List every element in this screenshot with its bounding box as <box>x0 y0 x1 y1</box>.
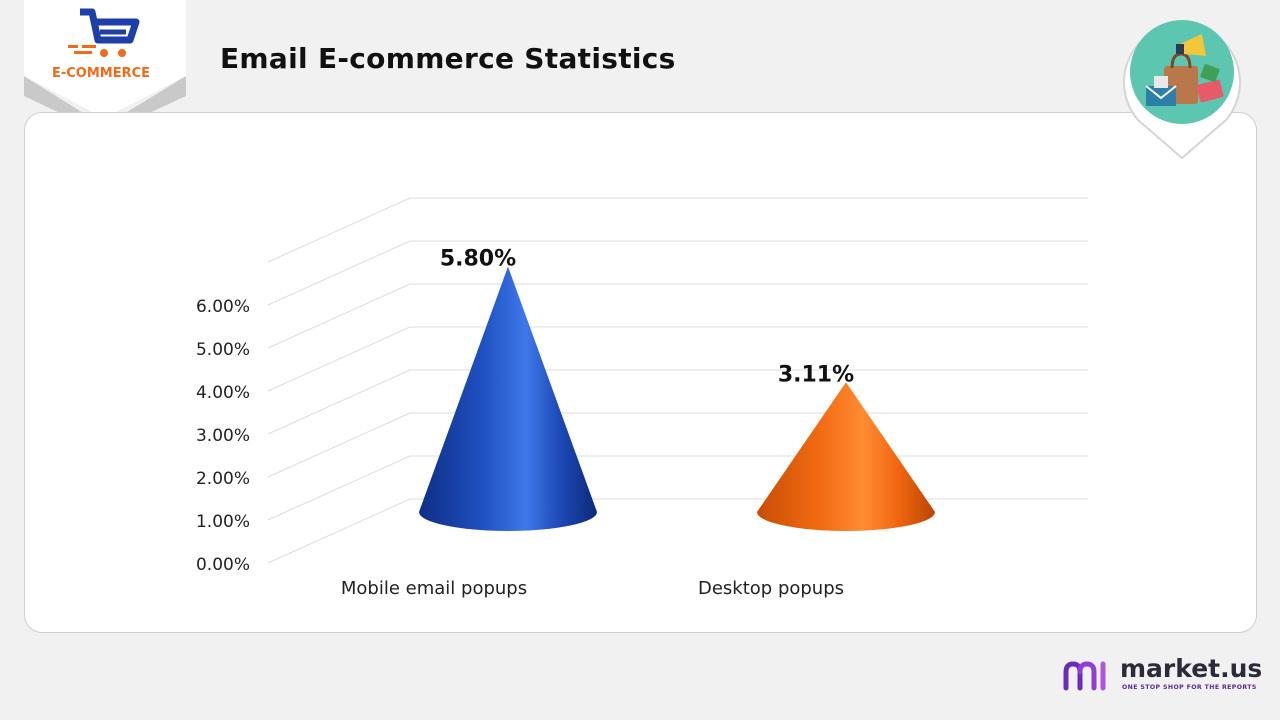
gridline-side <box>267 283 411 349</box>
gridline-side <box>267 455 411 521</box>
gridline-side <box>267 197 411 263</box>
market-us-logo: market.us ONE STOP SHOP FOR THE REPORTS <box>1062 654 1263 696</box>
gridline-side <box>267 498 411 564</box>
gridline-side <box>267 369 411 435</box>
y-tick-label: 1.00% <box>196 512 250 532</box>
chart-card <box>24 112 1257 633</box>
y-tick-label: 2.00% <box>196 469 250 489</box>
y-tick-label: 5.00% <box>196 340 250 360</box>
brand-tagline: ONE STOP SHOP FOR THE REPORTS <box>1122 684 1257 691</box>
cone-bar <box>757 382 935 531</box>
logo-text: E-COMMERCE <box>52 66 150 81</box>
cone-bar <box>419 266 597 531</box>
y-tick-label: 6.00% <box>196 297 250 317</box>
credit-card-icon <box>1196 63 1224 103</box>
data-label: 5.80% <box>440 247 516 272</box>
y-tick-label: 4.00% <box>196 383 250 403</box>
brand-name: market.us <box>1120 654 1263 683</box>
gridline-side <box>267 412 411 478</box>
email-icon <box>1145 76 1177 106</box>
x-tick-label: Mobile email popups <box>341 578 527 599</box>
y-tick-label: 3.00% <box>196 426 250 446</box>
gridline-side <box>267 326 411 392</box>
market-us-icon <box>1063 661 1106 691</box>
megaphone-icon <box>1176 34 1206 56</box>
y-tick-label: 0.00% <box>196 555 250 575</box>
shopping-cart-icon <box>68 8 140 57</box>
page-title: Email E-commerce Statistics <box>220 42 676 75</box>
x-tick-label: Desktop popups <box>698 578 844 599</box>
data-label: 3.11% <box>778 362 854 387</box>
gridline-side <box>267 240 411 306</box>
shopping-pin-badge <box>1123 20 1241 160</box>
ecommerce-logo: E-COMMERCE <box>24 0 186 134</box>
